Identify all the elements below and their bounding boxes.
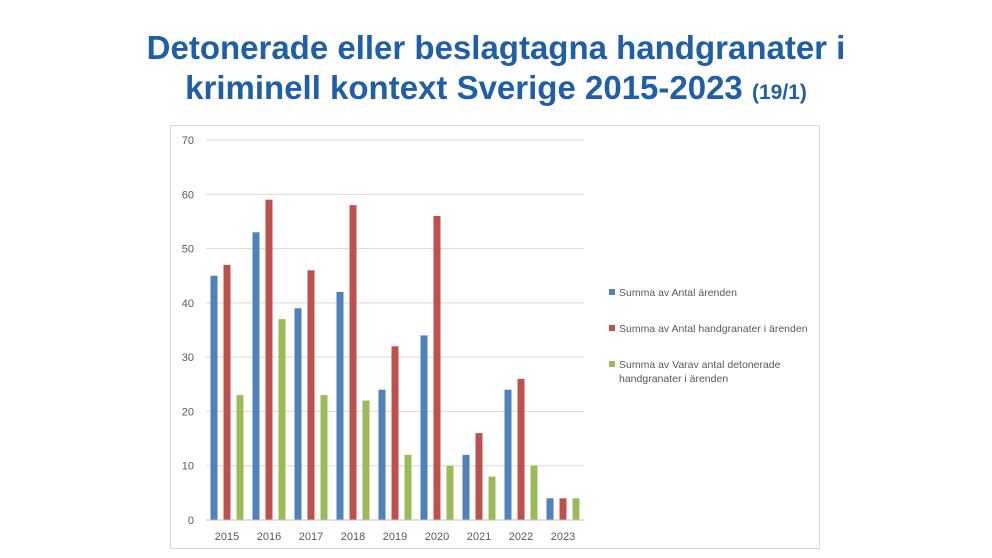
bar	[223, 264, 231, 520]
x-tick-label: 2020	[425, 531, 449, 543]
legend-swatch	[609, 325, 615, 331]
legend-label: Summa av Antal handgranater i ärenden	[619, 323, 808, 335]
bar	[433, 216, 441, 520]
x-tick-label: 2023	[551, 531, 575, 543]
slide-title: Detonerade eller beslagtagna handgranate…	[0, 28, 992, 113]
bar	[446, 465, 454, 520]
bar	[294, 308, 302, 520]
bar	[391, 346, 399, 520]
legend-label: Summa av Varav antal detonerade	[619, 359, 781, 371]
bar-chart: 0 10 20 30 40 50 60 70 2015 2016 2017 2018 2019 2020 2…	[182, 135, 808, 543]
legend-label: handgranater i ärenden	[619, 373, 728, 385]
legend-label: Summa av Antal ärenden	[619, 287, 737, 299]
bar	[504, 389, 512, 520]
x-tick-label: 2022	[509, 531, 533, 543]
chart-area: 0 10 20 30 40 50 60 70 2015 2016 2017 2018 2019 2020 2…	[170, 125, 820, 549]
legend-swatch	[609, 361, 615, 367]
y-tick-label: 0	[188, 515, 194, 527]
bar	[404, 454, 412, 520]
bar	[572, 498, 580, 520]
y-tick-label: 60	[182, 189, 194, 201]
bar	[488, 476, 496, 520]
x-tick-label: 2015	[215, 531, 239, 543]
title-line-2-main: kriminell kontext Sverige 2015-2023	[185, 69, 743, 106]
y-tick-label: 70	[182, 135, 194, 147]
bar	[378, 389, 386, 520]
bar	[252, 232, 260, 520]
x-tick-label: 2018	[341, 531, 365, 543]
y-tick-label: 10	[182, 461, 194, 473]
bar	[336, 292, 344, 520]
bar	[362, 400, 370, 520]
title-line-1: Detonerade eller beslagtagna handgranate…	[146, 29, 846, 66]
bar	[265, 199, 273, 520]
bar	[320, 395, 328, 520]
bar	[349, 205, 357, 520]
y-tick-label: 20	[182, 406, 194, 418]
bar	[475, 433, 483, 520]
title-line-2: kriminell kontext Sverige 2015-2023 (19/…	[0, 68, 992, 113]
y-tick-label: 40	[182, 298, 194, 310]
x-tick-label: 2017	[299, 531, 323, 543]
legend-swatch	[609, 289, 615, 295]
bar	[559, 498, 567, 520]
bar	[278, 319, 286, 520]
bar	[530, 465, 538, 520]
bar	[517, 378, 525, 520]
bar	[462, 454, 470, 520]
x-tick-label: 2021	[467, 531, 491, 543]
title-suffix: (19/1)	[751, 81, 807, 104]
x-tick-label: 2019	[383, 531, 407, 543]
bar	[546, 498, 554, 520]
bar	[307, 270, 315, 520]
bar	[420, 335, 428, 520]
bar	[210, 275, 218, 520]
y-tick-label: 30	[182, 352, 194, 364]
y-tick-label: 50	[182, 244, 194, 256]
bar	[236, 395, 244, 520]
x-tick-label: 2016	[257, 531, 281, 543]
